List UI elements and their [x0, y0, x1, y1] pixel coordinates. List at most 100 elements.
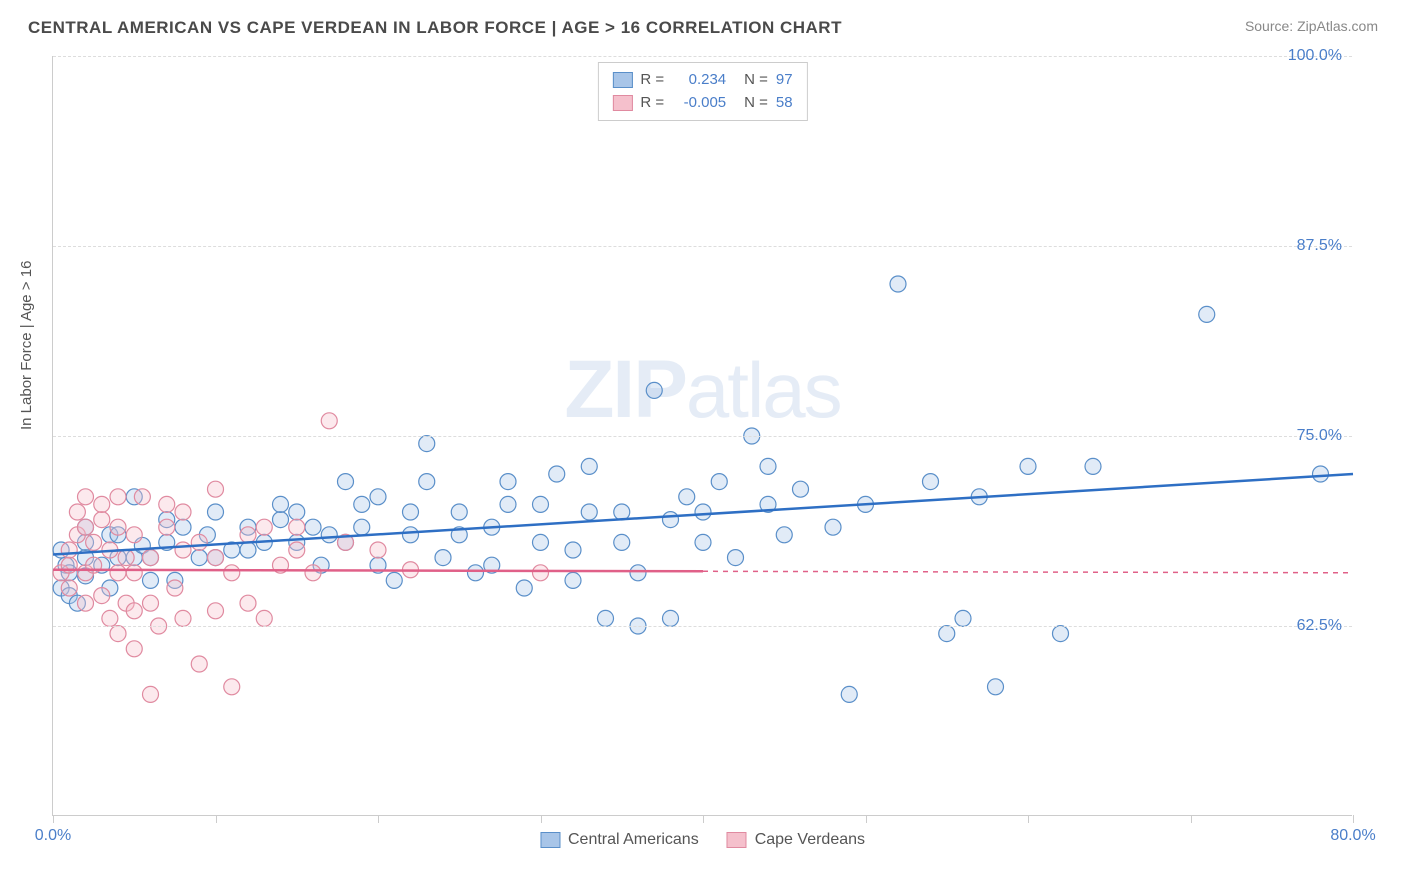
data-point	[289, 504, 305, 520]
series-legend-item: Cape Verdeans	[727, 831, 865, 849]
data-point	[208, 481, 224, 497]
data-point	[533, 534, 549, 550]
y-tick-label: 100.0%	[1288, 47, 1342, 65]
data-point	[500, 474, 516, 490]
data-point	[94, 512, 110, 528]
source-prefix: Source:	[1245, 18, 1297, 34]
x-tick	[53, 815, 54, 823]
trendline-extrapolated	[703, 571, 1353, 573]
legend-r-label: R =	[640, 69, 664, 92]
y-tick-label: 62.5%	[1297, 617, 1342, 635]
y-tick-label: 87.5%	[1297, 237, 1342, 255]
data-point	[988, 679, 1004, 695]
data-point	[78, 489, 94, 505]
data-point	[126, 641, 142, 657]
data-point	[256, 519, 272, 535]
data-point	[1313, 466, 1329, 482]
data-point	[533, 565, 549, 581]
x-tick-label: 80.0%	[1330, 827, 1375, 845]
legend-row: R =0.234N =97	[612, 69, 792, 92]
data-point	[256, 610, 272, 626]
y-axis-label: In Labor Force | Age > 16	[18, 261, 35, 430]
data-point	[273, 496, 289, 512]
data-point	[69, 504, 85, 520]
data-point	[191, 550, 207, 566]
data-point	[110, 565, 126, 581]
data-point	[370, 489, 386, 505]
data-point	[695, 534, 711, 550]
data-point	[533, 496, 549, 512]
data-point	[663, 512, 679, 528]
data-point	[598, 610, 614, 626]
data-point	[134, 489, 150, 505]
data-point	[289, 519, 305, 535]
data-point	[167, 580, 183, 596]
legend-swatch	[727, 832, 747, 848]
source-link[interactable]: ZipAtlas.com	[1297, 18, 1378, 34]
data-point	[175, 504, 191, 520]
data-point	[110, 519, 126, 535]
chart-title: CENTRAL AMERICAN VS CAPE VERDEAN IN LABO…	[28, 18, 842, 38]
data-point	[305, 519, 321, 535]
data-point	[338, 474, 354, 490]
legend-row: R =-0.005N =58	[612, 92, 792, 115]
x-tick	[1028, 815, 1029, 823]
legend-swatch	[540, 832, 560, 848]
data-point	[841, 686, 857, 702]
y-tick-label: 75.0%	[1297, 427, 1342, 445]
data-point	[711, 474, 727, 490]
data-point	[581, 504, 597, 520]
x-tick	[378, 815, 379, 823]
data-point	[78, 595, 94, 611]
data-point	[126, 565, 142, 581]
gridline	[53, 436, 1352, 437]
data-point	[614, 504, 630, 520]
legend-n-value: 97	[776, 69, 793, 92]
data-point	[240, 595, 256, 611]
data-point	[565, 542, 581, 558]
data-point	[86, 534, 102, 550]
data-point	[126, 527, 142, 543]
data-point	[679, 489, 695, 505]
series-legend: Central AmericansCape Verdeans	[540, 831, 865, 849]
data-point	[1053, 626, 1069, 642]
data-point	[191, 656, 207, 672]
data-point	[646, 382, 662, 398]
gridline	[53, 56, 1352, 57]
data-point	[126, 603, 142, 619]
gridline	[53, 626, 1352, 627]
legend-n-label: N =	[744, 69, 768, 92]
data-point	[94, 588, 110, 604]
data-point	[321, 413, 337, 429]
x-tick	[1191, 815, 1192, 823]
gridline	[53, 246, 1352, 247]
data-point	[825, 519, 841, 535]
data-point	[939, 626, 955, 642]
data-point	[565, 572, 581, 588]
data-point	[695, 504, 711, 520]
data-point	[94, 496, 110, 512]
data-point	[224, 679, 240, 695]
data-point	[61, 542, 77, 558]
data-point	[354, 519, 370, 535]
data-point	[1085, 458, 1101, 474]
data-point	[102, 610, 118, 626]
data-point	[403, 527, 419, 543]
legend-r-value: -0.005	[672, 92, 726, 115]
data-point	[159, 496, 175, 512]
x-tick	[216, 815, 217, 823]
data-point	[61, 580, 77, 596]
data-point	[403, 504, 419, 520]
data-point	[516, 580, 532, 596]
data-point	[1020, 458, 1036, 474]
data-point	[240, 542, 256, 558]
data-point	[175, 610, 191, 626]
x-tick	[866, 815, 867, 823]
data-point	[159, 519, 175, 535]
data-point	[451, 504, 467, 520]
data-point	[175, 519, 191, 535]
x-tick	[703, 815, 704, 823]
data-point	[890, 276, 906, 292]
series-legend-label: Cape Verdeans	[755, 831, 865, 849]
data-point	[468, 565, 484, 581]
